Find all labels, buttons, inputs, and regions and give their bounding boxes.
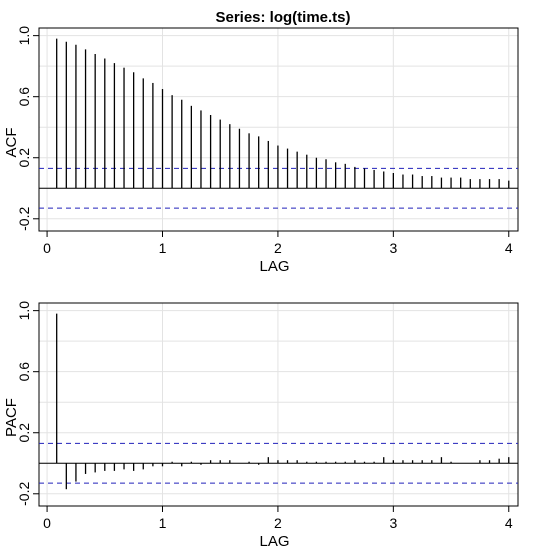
grid — [39, 28, 518, 231]
y-axis-label: ACF — [3, 128, 20, 158]
x-tick-label: 3 — [389, 240, 397, 256]
x-tick-label: 2 — [274, 515, 282, 531]
grid — [39, 303, 518, 506]
y-tick-label: 0.6 — [16, 87, 32, 107]
y-tick-label: -0.2 — [16, 482, 32, 506]
y-tick-label: 0.6 — [16, 362, 32, 382]
x-tick-label: 1 — [159, 240, 167, 256]
x-tick-label: 4 — [505, 240, 513, 256]
x-tick-label: 3 — [389, 515, 397, 531]
x-axis-label: LAG — [259, 533, 289, 550]
plot-frame — [38, 302, 519, 507]
y-tick-label: -0.2 — [16, 207, 32, 231]
y-tick-label: 1.0 — [16, 301, 32, 321]
y-tick-label: 1.0 — [16, 26, 32, 46]
spike-series — [56, 38, 510, 189]
x-axis-label: LAG — [259, 258, 289, 275]
pacf-panel: 0 1 2 3 4 -0.2 0.2 0.6 1.0 LAG PACF — [3, 301, 519, 550]
y-tick-label: 0.2 — [16, 148, 32, 168]
figure-title: Series: log(time.ts) — [215, 9, 350, 26]
x-tick-label: 1 — [159, 515, 167, 531]
y-tick-label: 0.2 — [16, 423, 32, 443]
spike-series — [56, 313, 510, 490]
x-tick-label: 0 — [43, 240, 51, 256]
x-tick-label: 2 — [274, 240, 282, 256]
y-axis-label: PACF — [3, 398, 20, 437]
acf-panel: 0 1 2 3 4 -0.2 0.2 0.6 1.0 LAG ACF — [3, 26, 519, 275]
x-tick-label: 0 — [43, 515, 51, 531]
plot-frame — [38, 27, 519, 232]
x-tick-label: 4 — [505, 515, 513, 531]
